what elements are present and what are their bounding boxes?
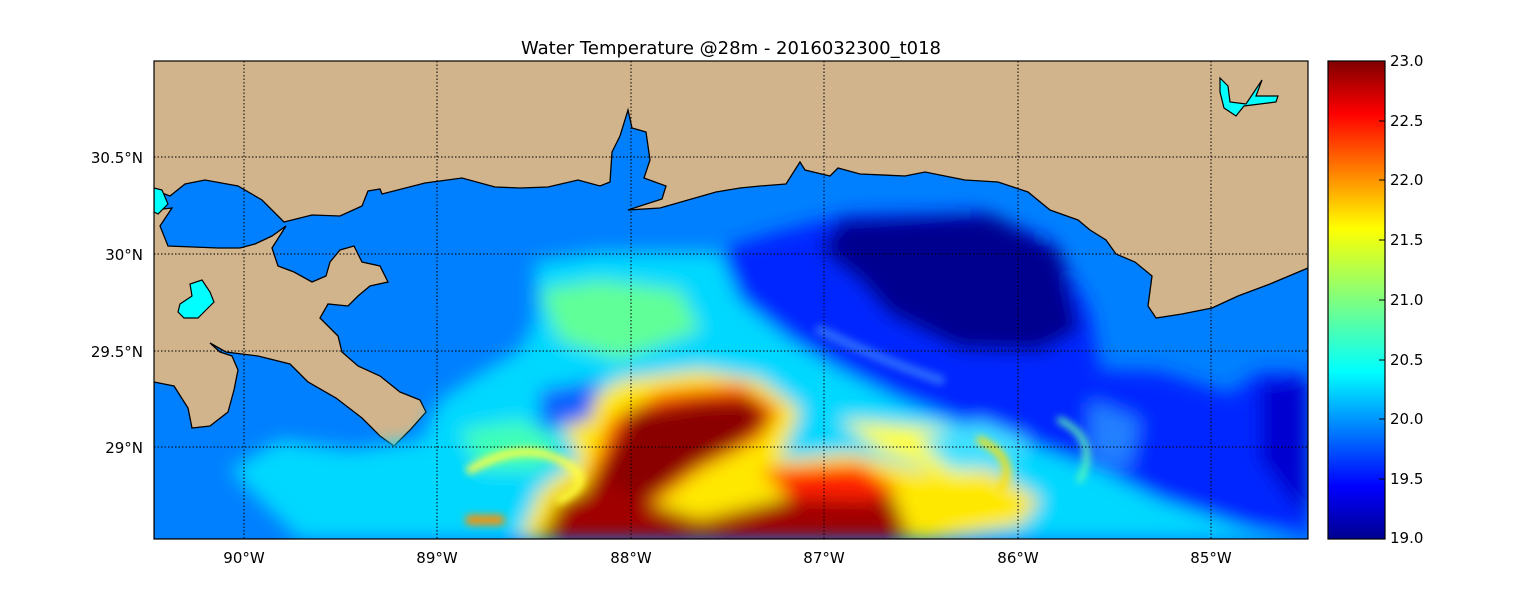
colorbar-tick: 19.0	[1390, 529, 1423, 547]
lon-label: 85°W	[1190, 549, 1232, 567]
colorbar-tick: 21.5	[1390, 231, 1423, 249]
lon-label: 88°W	[610, 549, 652, 567]
map-frame	[153, 60, 1309, 540]
colorbar-tick: 23.0	[1390, 52, 1423, 70]
colorbar-gradient	[1327, 60, 1386, 540]
temperature-field	[230, 212, 1308, 539]
lake-west	[177, 279, 215, 319]
colorbar-tick: 22.0	[1390, 171, 1423, 189]
temperature-eddies	[465, 325, 1090, 525]
lon-label: 87°W	[803, 549, 845, 567]
lat-label: 29.5°N	[91, 343, 143, 361]
lon-axis: 90°W 89°W 88°W 87°W 86°W 85°W	[223, 549, 1232, 567]
map-title: Water Temperature @28m - 2016032300_t018	[521, 38, 941, 59]
map-area	[154, 61, 1308, 539]
lat-axis: 30.5°N 30°N 29.5°N 29°N	[91, 149, 143, 457]
gridlines	[154, 61, 1308, 539]
colorbar: 23.0 22.5 22.0 21.5 21.0 20.5 20.0 19.5 …	[1327, 52, 1423, 547]
colorbar-tick: 20.0	[1390, 410, 1423, 428]
lake-pontchartrain-east	[154, 187, 169, 215]
colorbar-tick: 19.5	[1390, 470, 1423, 488]
lon-label: 86°W	[997, 549, 1039, 567]
lon-label: 90°W	[223, 549, 265, 567]
lon-label: 89°W	[416, 549, 458, 567]
lat-label: 29°N	[105, 439, 143, 457]
lake-east	[1219, 76, 1279, 117]
lat-label: 30.5°N	[91, 149, 143, 167]
lat-label: 30°N	[105, 246, 143, 264]
colorbar-tick: 22.5	[1390, 112, 1423, 130]
colorbar-tick: 20.5	[1390, 351, 1423, 369]
colorbar-tick: 21.0	[1390, 291, 1423, 309]
